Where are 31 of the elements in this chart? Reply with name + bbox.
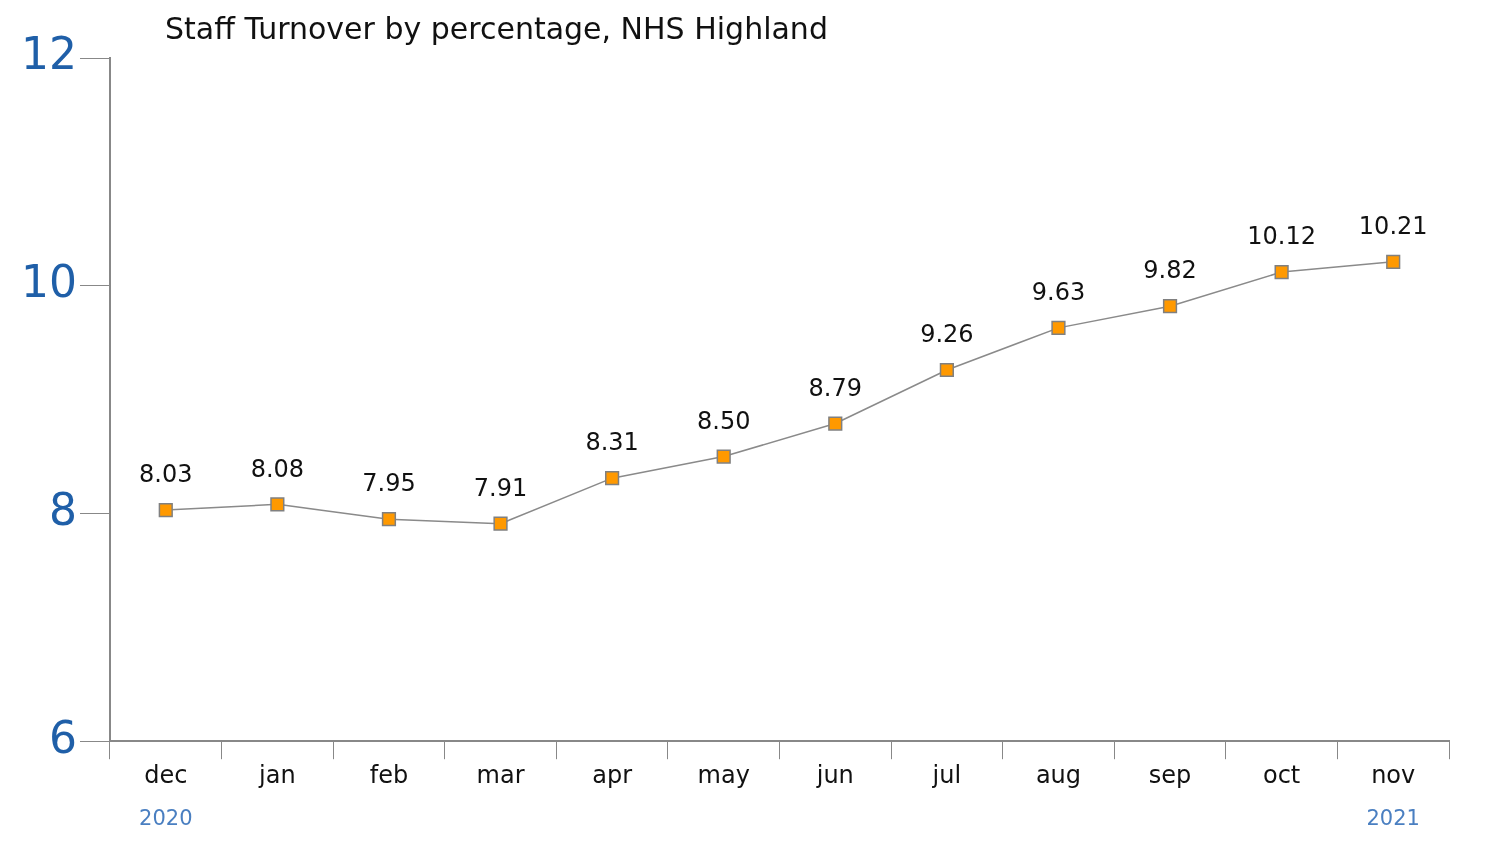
data-label: 9.26 (920, 320, 974, 349)
data-label: 8.31 (585, 428, 639, 457)
y-tick-label: 12 (20, 28, 77, 80)
data-label: 9.63 (1031, 278, 1086, 307)
x-tick-label: may (697, 760, 750, 789)
data-label: 10.21 (1358, 212, 1428, 241)
x-tick-label: nov (1371, 760, 1416, 789)
data-label: 8.08 (250, 454, 305, 483)
x-tick-label: apr (592, 760, 633, 789)
y-tick-label: 10 (20, 256, 77, 308)
x-tick-label: sep (1148, 760, 1192, 789)
data-label: 9.82 (1143, 256, 1197, 285)
x-tick-label: jan (258, 760, 296, 789)
text: 2021 (1366, 805, 1420, 830)
x-tick-label: jul (931, 760, 962, 789)
data-label: 10.12 (1247, 222, 1316, 251)
x-tick-label: jun (815, 760, 854, 789)
x-tick-label: feb (369, 760, 409, 789)
x-tick-label: dec (144, 760, 188, 789)
y-tick-label: 8 (48, 483, 77, 535)
x-tick-label: oct (1262, 760, 1301, 789)
text: 2020 (139, 805, 193, 830)
data-label: 7.91 (473, 473, 528, 502)
chart-title: Staff Turnover by percentage, NHS Highland (164, 10, 828, 46)
data-label: 8.03 (139, 460, 193, 489)
data-label: 8.79 (808, 373, 863, 402)
y-tick-label: 6 (48, 711, 77, 763)
data-label: 7.95 (362, 469, 416, 498)
data-label: 8.50 (696, 406, 751, 435)
x-tick-label: aug (1035, 760, 1082, 789)
x-tick-label: mar (476, 760, 525, 789)
